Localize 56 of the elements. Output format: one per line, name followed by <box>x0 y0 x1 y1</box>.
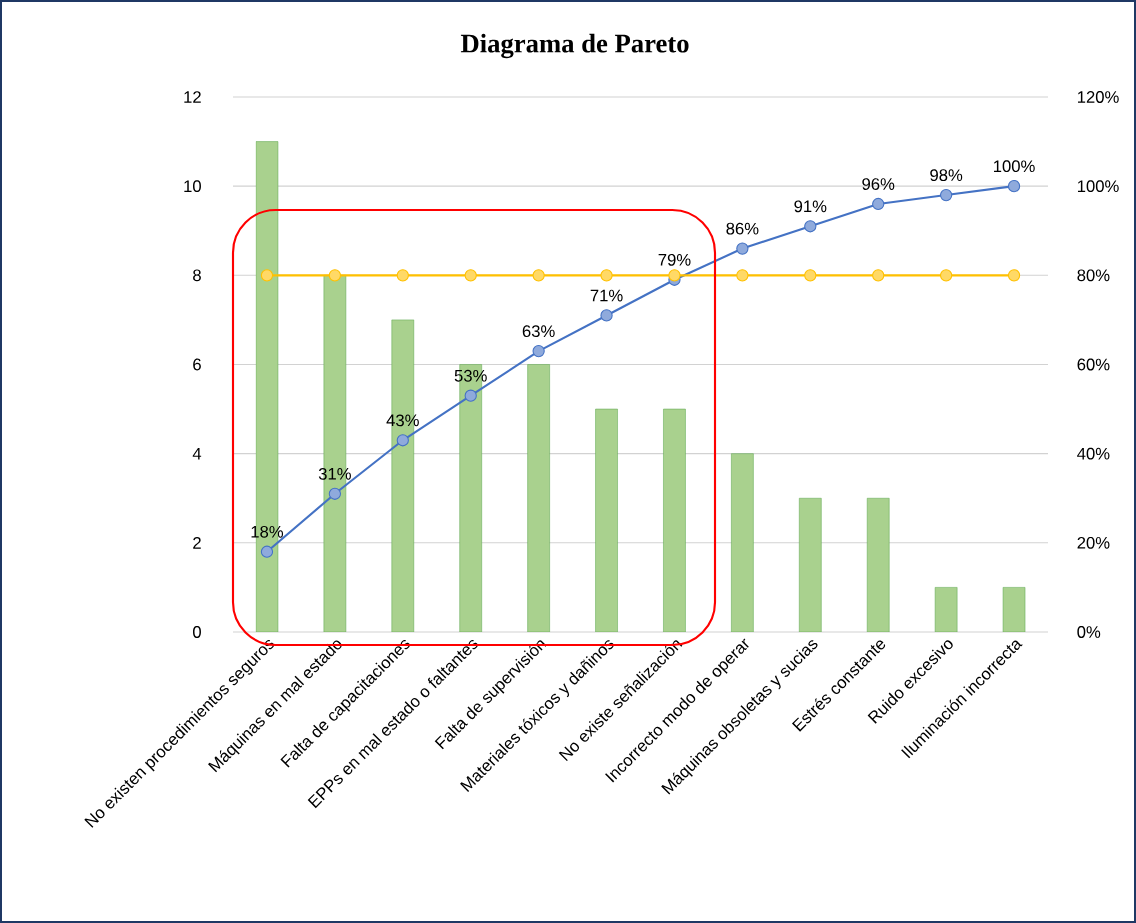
y-tick-label: 2 <box>193 537 201 549</box>
point <box>396 434 409 447</box>
y-tick-label: 10 <box>184 180 201 193</box>
point <box>872 197 885 211</box>
data-label: 43% <box>386 414 419 427</box>
bar <box>866 497 890 632</box>
data-label: 18% <box>251 525 284 538</box>
bar <box>663 408 686 632</box>
point <box>260 269 274 282</box>
point <box>532 344 545 358</box>
bar <box>799 497 822 632</box>
point <box>328 487 342 500</box>
data-label: 71% <box>590 289 623 302</box>
point <box>939 188 953 202</box>
point <box>804 269 817 282</box>
y-tick-label: 0 <box>193 626 201 638</box>
point <box>668 269 681 282</box>
y2-tick-label: 80% <box>1077 269 1110 282</box>
data-label: 100% <box>994 160 1035 173</box>
data-label: 63% <box>522 325 555 338</box>
y-tick-label: 6 <box>193 358 201 371</box>
y-tick-label: 4 <box>192 447 202 460</box>
data-label: 91% <box>794 200 827 213</box>
point <box>1007 180 1021 193</box>
y2-tick-label: 0% <box>1077 626 1101 638</box>
bar <box>595 408 618 632</box>
data-label: 53% <box>454 369 487 382</box>
point <box>872 269 885 282</box>
data-label: 98% <box>930 169 963 182</box>
y2-tick-label: 40% <box>1077 447 1110 460</box>
data-label: 31% <box>318 467 351 480</box>
point <box>736 269 749 282</box>
y2-tick-label: 20% <box>1077 536 1110 549</box>
y2-tick-label: 100% <box>1077 180 1119 193</box>
point <box>464 269 477 282</box>
y-tick-label: 8 <box>193 269 201 282</box>
point <box>939 269 953 282</box>
bar <box>731 453 754 632</box>
point <box>804 220 817 233</box>
data-label: 96% <box>862 178 895 190</box>
point <box>396 269 409 282</box>
chart-title: Diagrama de Pareto <box>460 33 689 59</box>
y2-tick-label: 120% <box>1077 91 1119 103</box>
point <box>328 269 342 282</box>
point <box>464 389 477 402</box>
point <box>600 269 613 282</box>
y2-tick-label: 60% <box>1077 358 1110 371</box>
point <box>260 545 274 558</box>
point <box>600 309 613 322</box>
data-label: 86% <box>726 222 759 235</box>
point <box>1007 269 1021 282</box>
point <box>532 269 545 282</box>
bar <box>527 364 550 632</box>
data-label: 79% <box>658 253 691 266</box>
y-tick-label: 12 <box>184 91 201 103</box>
point <box>736 242 749 255</box>
